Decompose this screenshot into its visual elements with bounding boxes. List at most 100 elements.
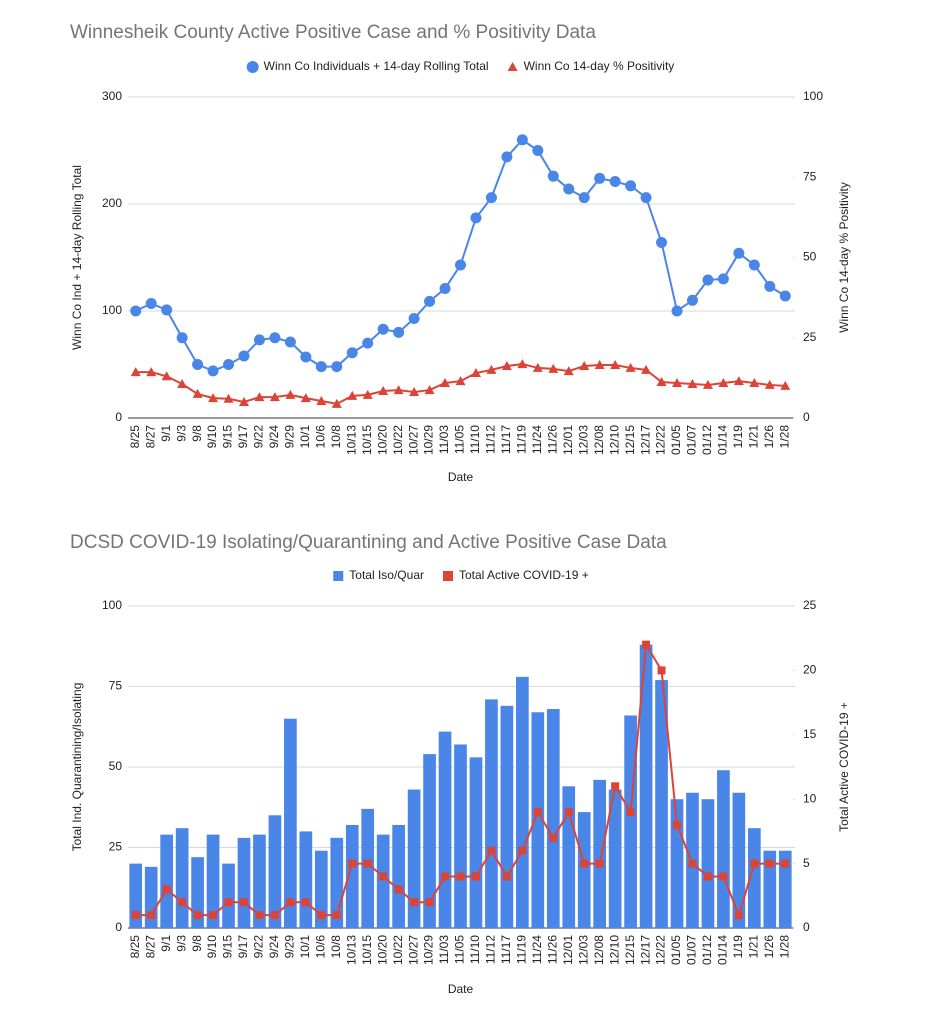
point: [548, 363, 559, 373]
point: [161, 371, 172, 381]
x-tick-label: 1/21: [747, 935, 761, 959]
bar: [531, 712, 545, 928]
point: [223, 359, 235, 370]
point: [408, 312, 420, 324]
x-tick-label: 12/17: [638, 425, 652, 455]
x-tick-label: 9/22: [252, 935, 266, 959]
x-tick-label: 10/20: [375, 425, 389, 455]
y-axis-title: Total Ind. Quarantining/Isolating: [70, 683, 84, 852]
x-tick-label: 10/8: [329, 935, 343, 959]
x-tick-label: 11/03: [437, 935, 451, 964]
point: [703, 872, 712, 881]
x-tick-label: 9/24: [267, 425, 281, 449]
point: [223, 393, 234, 403]
bar: [284, 718, 297, 928]
bar: [454, 744, 467, 928]
y-tick-label: 50: [109, 759, 123, 773]
x-tick-label: 10/27: [406, 935, 420, 965]
x-tick-label: 12/10: [607, 425, 621, 455]
point: [346, 347, 358, 359]
bar: [516, 676, 529, 928]
x-tick-label: 11/26: [545, 425, 559, 454]
point: [642, 640, 651, 649]
x-tick-label: 12/10: [607, 935, 621, 965]
point: [487, 846, 496, 855]
point: [657, 666, 666, 675]
x-tick-label: 11/05: [453, 425, 467, 454]
bar: [778, 850, 792, 928]
point: [749, 378, 760, 388]
point: [269, 392, 280, 402]
x-tick-label: 01/12: [700, 425, 714, 455]
x-tick-label: 11/12: [484, 935, 498, 964]
x-tick-label: 9/8: [190, 425, 204, 442]
bar: [206, 834, 220, 928]
point: [379, 872, 388, 881]
x-tick-label: 1/28: [777, 935, 791, 959]
point: [470, 212, 482, 224]
x-tick-label: 11/05: [453, 935, 467, 964]
legend: Winn Co Individuals + 14-day Rolling Tot…: [246, 59, 675, 73]
x-tick-label: 10/29: [422, 425, 436, 455]
point: [270, 911, 279, 920]
point: [362, 337, 374, 349]
point: [394, 885, 403, 894]
point: [686, 294, 698, 306]
point: [224, 898, 233, 907]
y2-tick-label: 0: [803, 410, 810, 424]
x-tick-label: 01/05: [669, 425, 683, 455]
point: [300, 393, 311, 403]
point: [409, 386, 420, 396]
point: [517, 359, 528, 369]
point: [301, 898, 310, 907]
point: [578, 192, 590, 204]
y2-tick-label: 10: [803, 791, 817, 805]
point: [656, 237, 668, 249]
y-tick-label: 0: [115, 920, 122, 934]
bar: [361, 808, 375, 928]
legend-label: Winn Co 14-day % Positivity: [524, 59, 675, 73]
x-tick-label: 12/01: [561, 935, 575, 965]
legend-label: Winn Co Individuals + 14-day Rolling Tot…: [264, 59, 489, 73]
y2-tick-label: 50: [803, 250, 817, 264]
point: [640, 192, 652, 204]
bar: [469, 757, 483, 928]
legend-marker: [507, 62, 518, 71]
point: [331, 398, 342, 408]
point: [284, 336, 296, 348]
point: [717, 273, 729, 285]
point: [549, 833, 558, 842]
point: [424, 385, 435, 395]
x-tick-label: 12/08: [592, 935, 606, 965]
point: [764, 280, 776, 292]
point: [579, 360, 590, 370]
bar: [392, 824, 405, 928]
point: [348, 859, 357, 868]
bar: [763, 850, 777, 928]
y-tick-label: 100: [102, 598, 122, 612]
point: [362, 389, 373, 399]
x-tick-label: 11/26: [545, 935, 559, 964]
point: [779, 290, 791, 302]
point: [502, 872, 511, 881]
x-tick-label: 12/08: [592, 425, 606, 455]
x-tick-label: 10/29: [422, 935, 436, 965]
bar: [655, 680, 668, 928]
x-tick-label: 12/15: [623, 425, 637, 455]
x-tick-label: 12/17: [638, 935, 652, 965]
point: [780, 380, 791, 390]
point: [331, 361, 343, 373]
bar: [438, 731, 452, 928]
point: [611, 782, 620, 791]
x-tick-label: 12/22: [654, 935, 668, 965]
x-tick-label: 9/24: [267, 935, 281, 959]
y-tick-label: 25: [109, 840, 123, 854]
y2-tick-label: 20: [803, 663, 817, 677]
y2-axis-title: Total Active COVID-19 +: [837, 702, 851, 832]
x-tick-label: 12/22: [654, 425, 668, 455]
y-tick-label: 200: [102, 196, 122, 210]
bar: [222, 863, 235, 928]
point: [207, 365, 219, 377]
point: [363, 859, 372, 868]
bar: [423, 754, 436, 928]
